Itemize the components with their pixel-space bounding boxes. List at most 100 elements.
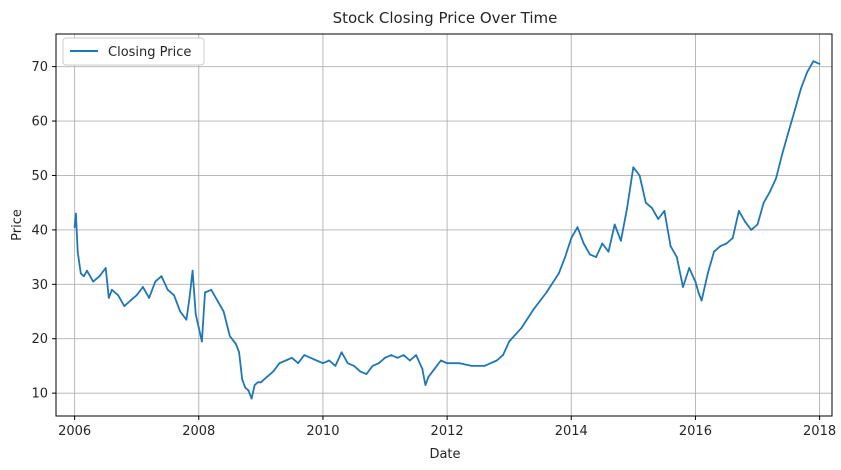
data-point: [806, 71, 809, 73]
data-point: [731, 237, 734, 240]
data-point: [607, 250, 610, 253]
data-point: [582, 242, 585, 245]
data-point: [188, 297, 191, 299]
data-point: [253, 384, 256, 386]
data-point: [570, 237, 573, 240]
data-point: [793, 109, 796, 112]
data-point: [545, 291, 548, 294]
data-point: [595, 256, 597, 258]
legend-label-closing-price: Closing Price: [108, 45, 191, 60]
data-point: [194, 313, 197, 316]
data-point: [508, 340, 511, 343]
x-tick-label: 2018: [803, 424, 836, 439]
data-point: [284, 359, 287, 362]
data-point: [520, 326, 523, 329]
data-point: [123, 305, 126, 307]
data-point: [371, 365, 374, 367]
data-point: [154, 280, 157, 283]
data-point: [201, 340, 203, 343]
data-point: [644, 201, 647, 204]
data-point: [244, 386, 247, 389]
data-point: [675, 256, 678, 258]
data-point: [756, 223, 759, 226]
data-point: [73, 226, 76, 229]
data-point: [107, 297, 110, 299]
data-point: [632, 166, 635, 169]
x-tick-label: 2014: [555, 424, 588, 439]
data-point: [564, 256, 566, 258]
data-point: [250, 397, 253, 400]
data-point: [424, 384, 427, 386]
data-point: [669, 245, 672, 248]
data-point: [78, 264, 81, 267]
y-tick-label: 50: [31, 169, 48, 184]
data-point: [769, 190, 771, 193]
y-tick-label: 30: [31, 278, 48, 293]
data-point: [222, 310, 225, 313]
data-point: [256, 381, 259, 384]
data-point: [812, 60, 815, 63]
data-point: [365, 373, 368, 375]
y-tick-label: 40: [31, 223, 48, 238]
x-tick-label: 2016: [679, 424, 712, 439]
data-point: [818, 63, 821, 65]
data-point: [781, 152, 784, 155]
data-point: [278, 362, 281, 365]
chart-title: Stock Closing Price Over Time: [333, 9, 558, 27]
data-point: [260, 381, 262, 384]
data-point: [191, 269, 194, 272]
data-point: [117, 294, 119, 297]
data-point: [713, 250, 715, 253]
x-axis-label: Date: [429, 447, 460, 462]
data-point: [421, 367, 424, 370]
data-point: [576, 226, 579, 229]
data-point: [334, 365, 337, 367]
x-tick-label: 2012: [431, 424, 464, 439]
data-point: [762, 201, 765, 204]
data-point: [427, 375, 430, 378]
data-point: [433, 367, 436, 370]
data-point: [179, 310, 182, 313]
data-point: [322, 362, 324, 365]
data-point: [148, 297, 151, 299]
data-point: [719, 245, 722, 248]
data-point: [750, 229, 753, 231]
data-point: [657, 218, 660, 220]
data-point: [247, 389, 250, 392]
data-point: [241, 378, 244, 381]
data-point: [75, 212, 77, 215]
y-axis: 10 20 30 40 50 60 70: [31, 60, 56, 402]
data-point: [291, 356, 293, 359]
data-point: [315, 359, 318, 362]
data-point: [787, 131, 790, 133]
data-point: [402, 354, 405, 356]
plot-frame: [55, 33, 833, 417]
data-point: [92, 280, 95, 283]
x-tick-label: 2006: [58, 424, 91, 439]
data-point: [384, 356, 386, 359]
legend: Closing Price: [62, 37, 205, 66]
data-point: [353, 365, 355, 367]
data-point: [495, 359, 498, 362]
data-point: [706, 272, 709, 275]
data-point: [98, 275, 101, 278]
data-point: [266, 375, 268, 378]
data-point: [688, 267, 691, 269]
data-point: [210, 288, 213, 291]
data-point: [502, 354, 504, 356]
data-point: [135, 294, 138, 297]
data-point: [309, 356, 312, 359]
x-tick-label: 2010: [306, 424, 339, 439]
data-point: [129, 299, 132, 302]
data-point: [83, 275, 85, 278]
data-point: [173, 294, 175, 297]
data-point: [533, 307, 535, 310]
data-point: [166, 288, 169, 291]
data-point: [160, 275, 163, 278]
data-point: [111, 288, 113, 291]
data-point: [738, 210, 740, 212]
data-point: [458, 362, 461, 365]
data-point: [228, 335, 231, 337]
data-point: [328, 359, 331, 362]
